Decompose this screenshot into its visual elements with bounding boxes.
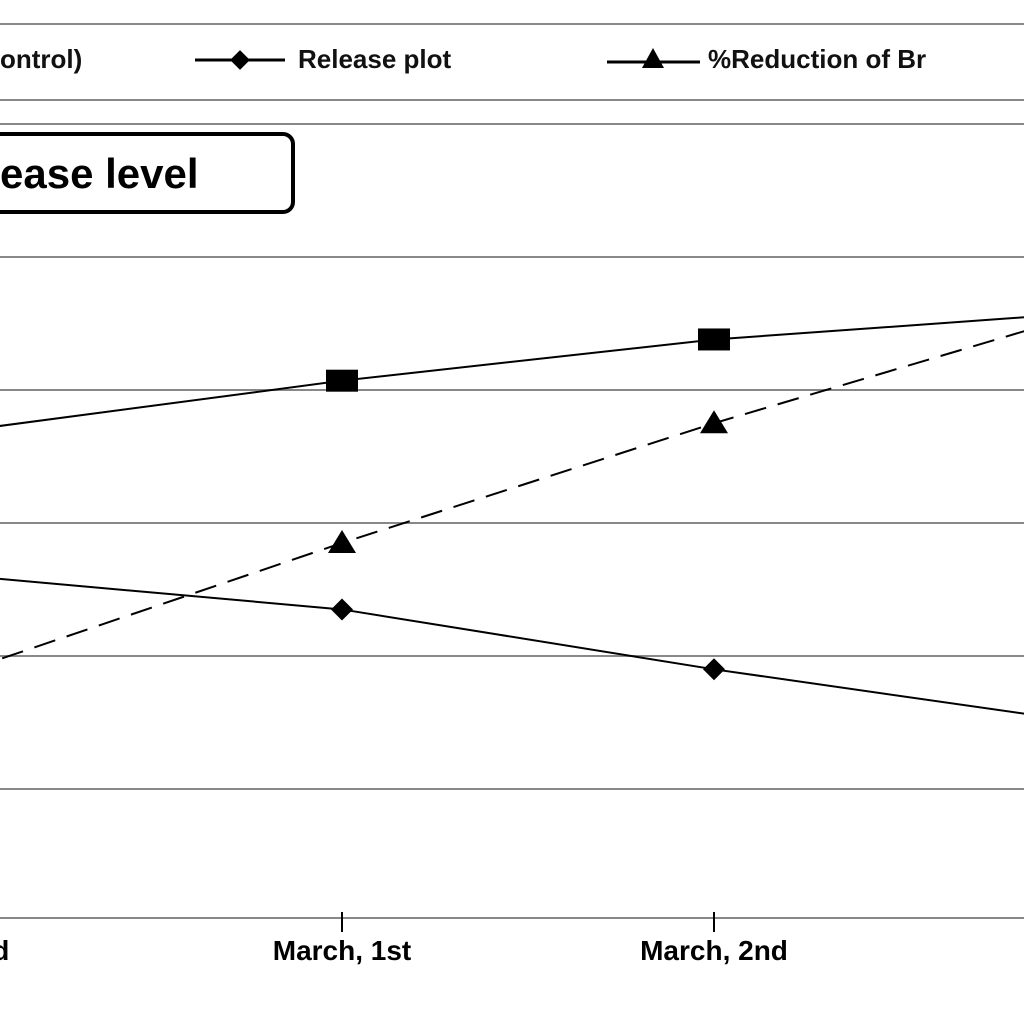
data-point — [698, 328, 730, 351]
series-line — [0, 316, 1024, 427]
data-point — [700, 410, 728, 434]
title-box: ease level — [0, 132, 295, 214]
legend-swatch-release-plot — [195, 50, 285, 70]
legend-label-control: ontrol) — [0, 44, 82, 74]
series-line — [0, 577, 1024, 715]
data-point — [328, 529, 356, 553]
x-tick-label: March, 1st — [273, 935, 412, 966]
series-layer — [0, 316, 1024, 715]
legend-label-release-plot: Release plot — [298, 44, 452, 74]
x-tick-label: March, 2nd — [640, 935, 788, 966]
legend-swatch-reduction — [607, 48, 700, 68]
data-point — [326, 369, 358, 392]
legend-label-reduction: %Reduction of Br — [708, 44, 926, 74]
data-point — [331, 598, 353, 621]
x-tick-label: y, 2nd — [0, 935, 9, 966]
chart-title: ease level — [0, 150, 199, 197]
legend: ontrol) Release plot %Reduction of Br — [0, 23, 1024, 101]
data-point — [703, 658, 725, 681]
series-line — [0, 330, 1024, 661]
gridlines — [0, 256, 1024, 790]
